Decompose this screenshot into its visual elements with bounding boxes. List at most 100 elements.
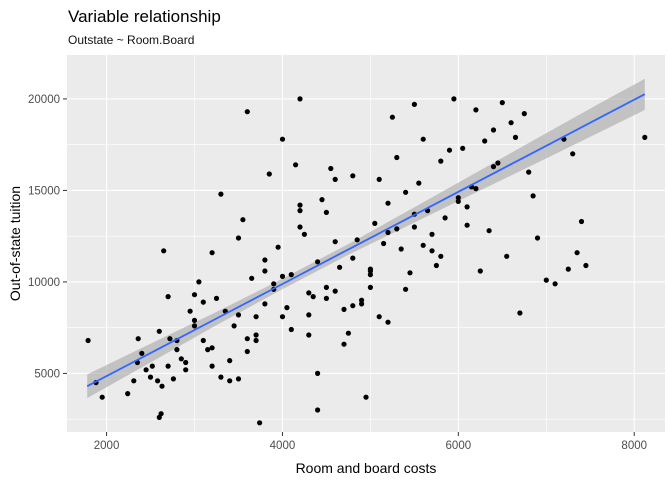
data-point <box>367 268 373 274</box>
data-point <box>165 294 171 300</box>
data-point <box>288 326 294 333</box>
data-point <box>262 268 268 274</box>
y-tick-label: 20000 <box>28 94 60 106</box>
data-point <box>521 111 527 117</box>
data-point <box>512 134 519 140</box>
data-point <box>376 314 382 320</box>
data-point <box>367 284 373 290</box>
data-point <box>363 394 369 400</box>
data-point <box>297 202 303 208</box>
data-point <box>288 272 294 278</box>
data-point <box>149 363 155 369</box>
data-point <box>490 127 497 133</box>
data-point <box>174 347 180 353</box>
chart-title: Variable relationship <box>68 7 221 26</box>
data-point <box>85 337 91 344</box>
data-point <box>359 301 365 307</box>
data-point <box>543 277 549 283</box>
data-point <box>473 107 479 113</box>
data-point <box>262 257 268 263</box>
data-point <box>578 218 585 225</box>
chart-subtitle: Outstate ~ Room.Board <box>68 33 195 47</box>
data-point <box>253 337 259 344</box>
data-point <box>332 176 338 182</box>
x-tick-label: 6000 <box>446 440 472 452</box>
data-point <box>183 359 189 366</box>
data-point <box>394 154 400 161</box>
data-point <box>350 255 356 261</box>
y-axis-title: Out-of-state tuition <box>7 186 23 301</box>
data-point <box>323 209 329 215</box>
data-point <box>213 295 220 301</box>
data-point <box>191 317 198 323</box>
data-point <box>403 286 409 292</box>
data-point <box>332 239 338 245</box>
data-point <box>451 96 457 102</box>
data-point <box>284 305 290 311</box>
data-point <box>315 407 321 413</box>
data-point <box>486 228 492 234</box>
data-point <box>187 308 193 314</box>
data-point <box>394 226 400 232</box>
data-point <box>455 195 461 201</box>
data-point <box>231 323 237 329</box>
data-point <box>165 363 171 369</box>
data-point <box>200 299 206 305</box>
data-point <box>279 273 286 279</box>
data-point <box>411 101 417 107</box>
data-point <box>262 301 268 307</box>
data-point <box>328 165 334 172</box>
data-point <box>200 337 206 344</box>
data-point <box>315 259 321 265</box>
x-tick-label: 8000 <box>621 440 647 452</box>
data-point <box>552 281 558 287</box>
data-point <box>315 370 321 376</box>
data-point <box>490 164 497 170</box>
data-point <box>235 235 242 241</box>
data-point <box>244 348 250 355</box>
data-point <box>266 171 272 177</box>
data-point <box>473 186 479 192</box>
data-point <box>574 250 580 256</box>
data-point <box>350 173 356 179</box>
data-point <box>167 336 173 342</box>
data-point <box>310 294 316 300</box>
data-point <box>359 297 365 303</box>
data-point <box>143 367 149 373</box>
data-point <box>240 217 246 223</box>
data-point <box>508 120 514 126</box>
data-point <box>420 242 426 248</box>
data-point <box>235 312 242 318</box>
data-point <box>191 292 198 298</box>
data-point <box>504 253 510 259</box>
data-point <box>227 358 233 364</box>
data-point <box>464 204 470 210</box>
data-point <box>227 378 233 384</box>
data-point <box>301 231 307 237</box>
data-point <box>642 134 648 140</box>
data-point <box>297 208 303 214</box>
data-point <box>341 306 347 312</box>
data-point <box>253 332 259 338</box>
data-point <box>565 266 571 272</box>
data-point <box>155 378 161 384</box>
data-point <box>306 312 312 318</box>
data-point <box>477 268 483 274</box>
data-point <box>438 253 444 259</box>
data-point <box>244 336 250 342</box>
data-point <box>446 147 453 153</box>
data-point <box>354 237 360 243</box>
data-point <box>332 288 338 294</box>
data-point <box>191 323 198 329</box>
data-point <box>205 347 211 353</box>
regression-line <box>86 93 646 387</box>
data-point <box>135 336 141 342</box>
data-point <box>526 169 532 175</box>
x-tick-label: 2000 <box>94 440 120 452</box>
data-point <box>170 376 176 382</box>
data-point <box>341 341 347 347</box>
data-point <box>257 420 263 426</box>
data-point <box>253 314 259 320</box>
data-point <box>306 332 312 338</box>
data-point <box>235 376 242 382</box>
